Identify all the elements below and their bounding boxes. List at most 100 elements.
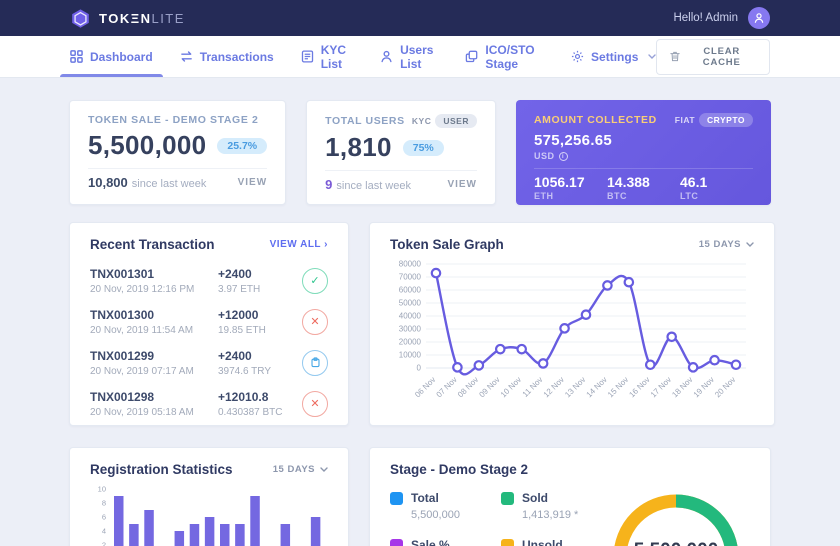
legend-label: Sold [522, 491, 548, 505]
svg-text:4: 4 [102, 527, 106, 536]
token-sale-card: TOKEN SALE - DEMO STAGE 2 5,500,000 25.7… [69, 100, 287, 205]
transaction-date: 20 Nov, 2019 05:18 AM [90, 406, 194, 418]
transaction-crypto-amount: 19.85 ETH [218, 324, 266, 336]
nav-item-users-list[interactable]: Users List [380, 36, 438, 77]
chevron-down-icon [320, 467, 328, 472]
transaction-date: 20 Nov, 2019 07:17 AM [90, 365, 194, 377]
svg-text:09 Nov: 09 Nov [477, 375, 501, 399]
nav-item-label: Users List [400, 42, 434, 71]
clear-cache-button[interactable]: CLEAR CACHE [656, 38, 770, 75]
top-bar: TOKΞNLITE Hello! Admin [0, 0, 840, 36]
svg-text:08 Nov: 08 Nov [456, 375, 480, 399]
token-sale-card-title: TOKEN SALE - DEMO STAGE 2 [88, 114, 259, 126]
svg-text:14 Nov: 14 Nov [585, 375, 609, 399]
transaction-row[interactable]: TNX001299 20 Nov, 2019 07:17 AM +2400 3974.… [90, 342, 328, 383]
crypto-amount-ltc: 46.1 LTC [680, 174, 708, 201]
stage-panel-title: Stage - Demo Stage 2 [390, 462, 529, 477]
nav-item-transactions[interactable]: Transactions [180, 36, 274, 77]
transaction-id: TNX001301 [90, 266, 155, 281]
toggle-user[interactable]: USER [435, 114, 477, 128]
transaction-date: 20 Nov, 2019 11:54 AM [90, 324, 194, 336]
divider [325, 170, 477, 171]
status-cross-icon: ✕ [302, 390, 328, 417]
line-range-dropdown[interactable]: 15 DAYS [699, 239, 754, 250]
transaction-row[interactable]: TNX001298 20 Nov, 2019 05:18 AM +12010.8 0.… [90, 383, 328, 424]
clear-cache-label: CLEAR CACHE [702, 45, 741, 68]
svg-text:60000: 60000 [399, 286, 422, 295]
list-icon [301, 50, 314, 63]
greeting-text: Hello! Admin [673, 12, 738, 24]
info-icon[interactable]: i [558, 151, 568, 161]
total-users-card: TOTAL USERS KYC USER 1,810 75% 9 since la… [306, 100, 496, 205]
toggle-kyc[interactable]: KYC [411, 116, 432, 126]
svg-text:10000: 10000 [399, 351, 422, 360]
transaction-row[interactable]: TNX001301 20 Nov, 2019 12:16 PM +2400 3.97 … [90, 260, 328, 301]
svg-text:50000: 50000 [399, 299, 422, 308]
svg-text:80000: 80000 [399, 260, 422, 269]
chevron-down-icon [648, 54, 657, 59]
registration-bar-chart: 0246810 [90, 481, 328, 546]
svg-text:6: 6 [102, 513, 106, 522]
chevron-right-icon: › [324, 239, 328, 250]
recent-transactions-title: Recent Transaction [90, 237, 215, 252]
transaction-crypto-amount: 0.430387 BTC [218, 406, 283, 418]
token-sale-delta-text: 10,800 since last week [88, 175, 207, 190]
token-sale-graph-title: Token Sale Graph [390, 237, 504, 252]
transaction-row[interactable]: TNX001300 20 Nov, 2019 11:54 AM +12000 19.8… [90, 301, 328, 342]
crypto-amount-eth: 1056.17 ETH [534, 174, 585, 201]
nav-item-ico-sto-stage[interactable]: ICO/STO Stage [465, 36, 544, 77]
legend-value: 5,500,000 [411, 509, 460, 521]
crypto-amount-btc: 14.388 BTC [607, 174, 650, 201]
nav-item-kyc-list[interactable]: KYC List [301, 36, 353, 77]
user-icon [380, 50, 393, 63]
total-users-delta-text: 9 since last week [325, 177, 411, 192]
svg-text:15 Nov: 15 Nov [606, 375, 630, 399]
amount-usd-unit: USD i [534, 151, 753, 161]
svg-text:11 Nov: 11 Nov [521, 375, 545, 399]
toggle-fiat[interactable]: FIAT [674, 115, 696, 125]
chevron-down-icon [746, 242, 754, 247]
legend-label: Total [411, 491, 439, 505]
total-users-percent-badge: 75% [402, 139, 444, 156]
crypto-amounts: 1056.17 ETH 14.388 BTC 46.1 LTC [534, 174, 753, 201]
token-sale-view-link[interactable]: VIEW [237, 177, 268, 188]
svg-text:19 Nov: 19 Nov [692, 375, 716, 399]
legend-swatch [390, 538, 403, 546]
transaction-amount: +2400 [218, 348, 252, 363]
grid-icon [70, 50, 83, 63]
transaction-amount: +12010.8 [218, 389, 269, 404]
total-users-value: 1,810 [325, 132, 392, 162]
transaction-crypto-amount: 3974.6 TRY [218, 365, 272, 377]
svg-text:07 Nov: 07 Nov [435, 375, 459, 399]
transactions-list: TNX001301 20 Nov, 2019 12:16 PM +2400 3.97 … [90, 260, 328, 424]
legend-item-unsold: Unsold4,086,081 [501, 538, 602, 546]
svg-text:2: 2 [102, 541, 106, 546]
avatar[interactable] [748, 7, 770, 29]
token-sale-percent-badge: 25.7% [217, 137, 268, 154]
brand-logo[interactable]: TOKΞNLITE [70, 8, 185, 29]
kyc-user-toggle: KYC USER [412, 114, 477, 128]
amount-collected-card: AMOUNT COLLECTED FIAT CRYPTO 575,256.65 … [516, 100, 771, 205]
nav-items: Dashboard Transactions KYC List Users List I… [60, 36, 657, 77]
transaction-amount: +12000 [218, 307, 259, 322]
gear-icon [571, 50, 584, 63]
main-nav: Dashboard Transactions KYC List Users List I… [0, 36, 840, 78]
token-sale-line-chart: 0 10000 20000 30000 40000 50000 60000 70000 8000… [390, 256, 754, 419]
view-all-link[interactable]: VIEW ALL › [269, 239, 328, 250]
dashboard-content: TOKEN SALE - DEMO STAGE 2 5,500,000 25.7… [0, 78, 840, 546]
transaction-id: TNX001298 [90, 389, 155, 404]
status-cross-icon: ✕ [302, 308, 328, 335]
svg-text:8: 8 [102, 499, 106, 508]
bar-range-dropdown[interactable]: 15 DAYS [273, 464, 328, 475]
donut-center-label: 5,500,000 TLE [602, 483, 750, 546]
svg-text:06 Nov: 06 Nov [413, 375, 437, 399]
token-sale-value: 5,500,000 [88, 130, 207, 160]
legend-item-sale-: Sale %25.7% Sold [390, 538, 491, 546]
registration-statistics-panel: Registration Statistics 15 DAYS 0246810 [69, 447, 349, 546]
registration-statistics-title: Registration Statistics [90, 462, 233, 477]
nav-item-settings[interactable]: Settings [571, 36, 657, 77]
total-users-view-link[interactable]: VIEW [447, 179, 477, 190]
nav-item-dashboard[interactable]: Dashboard [60, 36, 163, 77]
toggle-crypto[interactable]: CRYPTO [699, 113, 753, 127]
